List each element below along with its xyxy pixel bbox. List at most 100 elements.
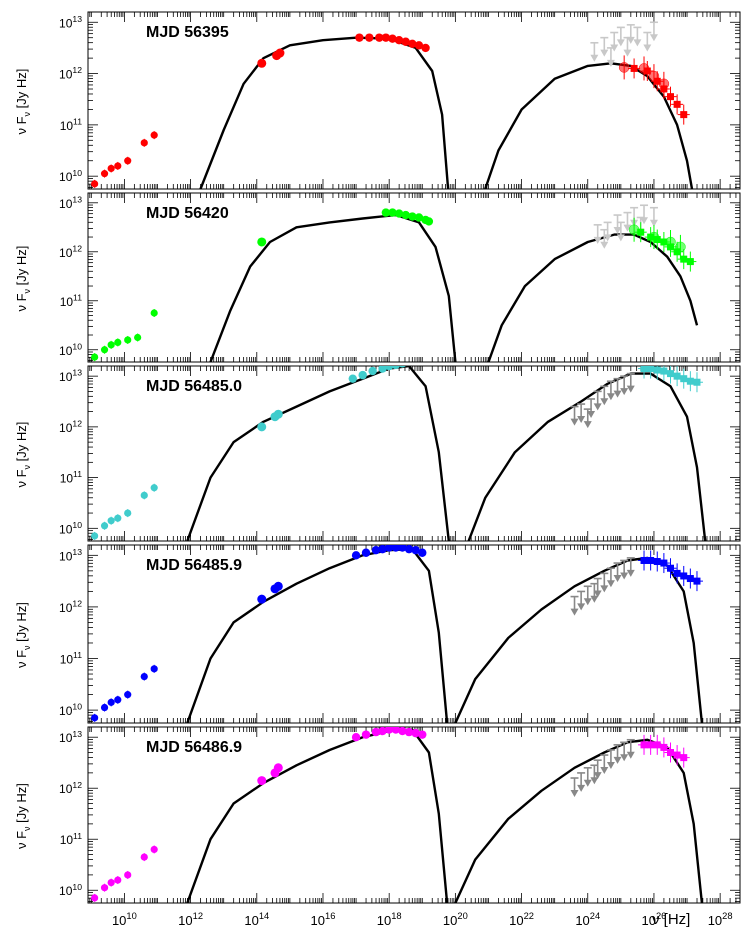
radio-point (91, 894, 99, 902)
synchrotron-model-curve (199, 36, 450, 189)
xray-point (391, 545, 400, 552)
upper-limit-arrowhead (600, 241, 609, 249)
optical-point (273, 763, 283, 773)
xray-point (398, 545, 407, 552)
upper-limit-arrowhead (616, 234, 625, 242)
y-tick-label: 1010 (59, 341, 82, 357)
panels-group: 1010 1011 1012 1013 ν Fν [Jy Hz] MJD 56395 101… (14, 11, 741, 904)
upper-limit-arrowhead (613, 756, 622, 764)
gamma-point (660, 238, 668, 246)
xray-point (368, 366, 377, 376)
upper-limit-arrowhead (590, 595, 599, 603)
xray-point (399, 366, 406, 368)
y-axis-title: ν Fν [Jy Hz] (14, 602, 32, 668)
inverse-compton-model-curve (454, 556, 704, 723)
gamma-point (647, 233, 655, 241)
y-tick-label: 1013 (59, 729, 82, 745)
upper-limit-arrowhead (626, 385, 635, 393)
x-tick-label: 1020 (443, 911, 468, 928)
radio-point (107, 517, 115, 525)
xray-point (371, 545, 381, 555)
upper-limit-arrowhead (590, 54, 599, 62)
gamma-point (666, 243, 674, 251)
gamma-point (680, 255, 688, 263)
gamma-point (660, 85, 668, 93)
upper-limit-arrowhead (626, 569, 635, 577)
optical-point (257, 776, 267, 786)
y-tick-label: 1013 (59, 14, 82, 30)
upper-limit-arrowhead (626, 751, 635, 759)
radio-point (124, 871, 132, 879)
y-tick-label: 1011 (60, 650, 83, 666)
gamma-point (653, 236, 661, 244)
xray-point (408, 39, 417, 49)
upper-limit-arrowhead (620, 572, 629, 580)
x-tick-label: 1022 (509, 911, 534, 928)
y-tick-label: 1010 (59, 168, 82, 184)
radio-point (91, 180, 99, 188)
xray-point (401, 210, 410, 220)
upper-limit-arrowhead (620, 754, 629, 762)
upper-limit-arrowhead (593, 403, 602, 411)
upper-limit-arrowhead (600, 585, 609, 593)
upper-limit-arrowhead (600, 398, 609, 406)
panel-2: 1010 1011 1012 1013 ν Fν [Jy Hz] MJD 56420 (14, 192, 741, 363)
gamma-point (673, 372, 681, 380)
upper-limit-arrowhead (600, 767, 609, 775)
gamma-point (653, 741, 661, 749)
gamma-point (673, 569, 681, 577)
upper-limit-arrowhead (649, 219, 658, 227)
radio-point (150, 665, 158, 673)
optical-point (273, 581, 283, 591)
optical-point (257, 58, 267, 68)
upper-limit-arrowhead (583, 779, 592, 787)
xray-point (414, 41, 424, 50)
xray-point (384, 545, 394, 552)
inverse-compton-model-curve (487, 233, 699, 362)
upper-limit-arrowhead (613, 390, 622, 398)
xray-point (348, 374, 357, 383)
gamma-point (666, 370, 674, 378)
upper-limit-arrowhead (577, 784, 586, 792)
gamma-point (640, 556, 648, 564)
xray-point (401, 37, 410, 46)
xray-point (391, 727, 400, 734)
xray-point (371, 727, 381, 737)
radio-point (91, 353, 99, 361)
radio-point (100, 170, 109, 178)
xray-point (361, 548, 371, 557)
gamma-point (640, 366, 648, 373)
gamma-point (680, 111, 688, 119)
y-tick-label: 1011 (60, 292, 83, 308)
gamma-point (693, 378, 701, 386)
radio-point (114, 514, 122, 522)
upper-limit-arrowhead (593, 772, 602, 780)
y-tick-label: 1012 (59, 599, 82, 615)
x-tick-label: 1012 (178, 911, 203, 928)
plot-area (91, 727, 704, 903)
upper-limit-arrowhead (616, 39, 625, 47)
radio-point (107, 698, 115, 706)
y-tick-label: 1013 (59, 194, 82, 210)
panel-5: 1010 1011 1012 1013 ν Fν [Jy Hz] MJD 56486.9 (14, 726, 741, 904)
radio-point (124, 509, 132, 517)
radio-point (100, 346, 109, 354)
radio-point (91, 532, 99, 540)
gamma-point (673, 100, 681, 108)
y-tick-label: 1013 (59, 368, 82, 384)
gamma-point (653, 77, 661, 85)
y-tick-label: 1010 (59, 702, 82, 718)
radio-point (150, 131, 158, 139)
xray-point (411, 728, 420, 738)
upper-limit-arrowhead (606, 580, 615, 588)
xray-point (418, 730, 427, 739)
gamma-point (680, 754, 688, 762)
upper-limit-arrowhead (606, 393, 615, 401)
x-tick-label: 1028 (708, 911, 733, 928)
xray-point (358, 370, 367, 380)
synchrotron-model-curve (186, 366, 450, 541)
panel-title: MJD 56395 (146, 24, 229, 41)
y-axis-title: ν Fν [Jy Hz] (14, 69, 32, 135)
shared-x-axis: 1010 1012 1014 1016 1018 1020 1022 1024 1026 1028 (112, 911, 733, 928)
y-axis-title: ν Fν [Jy Hz] (14, 246, 32, 312)
